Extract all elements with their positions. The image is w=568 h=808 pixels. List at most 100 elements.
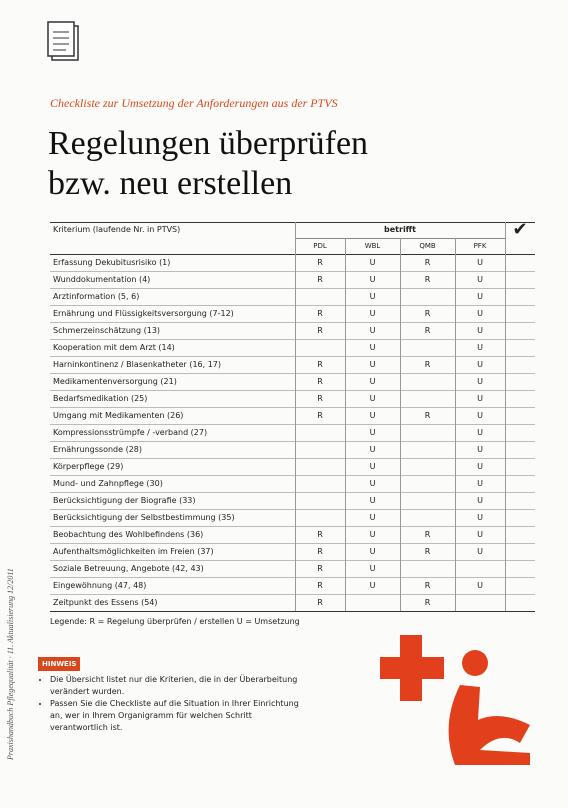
role-entry: R <box>317 275 323 284</box>
check-header: ✔ <box>512 219 528 240</box>
row-line <box>50 271 535 272</box>
row-line <box>50 509 535 510</box>
role-entry: U <box>369 411 376 420</box>
criterion: Zeitpunkt des Essens (54) <box>53 598 158 607</box>
role-entry: U <box>369 496 376 505</box>
role-entry: U <box>477 428 483 437</box>
row-line <box>50 424 535 425</box>
column-line <box>505 222 506 611</box>
header-cell: betrifft <box>384 225 416 234</box>
role-entry: U <box>369 479 376 488</box>
row-line <box>50 526 535 527</box>
role-entry: U <box>477 343 483 352</box>
role-entry: U <box>369 326 376 335</box>
note-item: Passen Sie die Checkliste auf die Situat… <box>50 698 308 734</box>
row-line <box>50 407 535 408</box>
role-entry: U <box>477 326 483 335</box>
role-entry: U <box>477 479 483 488</box>
note-label: HINWEIS <box>38 657 81 671</box>
criterion: Berücksichtigung der Selbstbestimmung (3… <box>53 513 235 522</box>
criterion: Ernährung und Flüssigkeitsversorgung (7-… <box>53 309 234 318</box>
column-line <box>295 222 296 611</box>
criterion: Eingewöhnung (47, 48) <box>53 581 147 590</box>
row-line <box>50 475 535 476</box>
criterion: Erfassung Dekubitusrisiko (1) <box>53 258 171 267</box>
role-entry: U <box>477 513 483 522</box>
row-line <box>50 322 535 323</box>
role-entry: R <box>424 411 431 420</box>
row-line <box>50 356 535 357</box>
role-entry: U <box>369 513 376 522</box>
role-entry: U <box>369 292 376 301</box>
criterion: Kooperation mit dem Arzt (14) <box>53 343 175 352</box>
role-entry: R <box>424 530 431 539</box>
red-cross-figure <box>380 635 530 765</box>
role-entry: R <box>317 394 323 403</box>
criterion: Medikamentenversorgung (21) <box>53 377 177 386</box>
role-entry: U <box>477 462 483 471</box>
role-entry: U <box>369 581 376 590</box>
role-header: PFK <box>473 242 487 250</box>
role-entry: U <box>369 445 376 454</box>
column-line <box>455 238 456 611</box>
role-entry: U <box>369 394 376 403</box>
criterion: Aufenthaltsmöglichkeiten im Freien (37) <box>53 547 214 556</box>
row-line <box>50 288 535 289</box>
table-border <box>50 222 535 223</box>
row-line <box>50 339 535 340</box>
role-entry: R <box>317 309 323 318</box>
criterion: Bedarfsmedikation (25) <box>53 394 148 403</box>
legend: Legende: R = Regelung überprüfen / erste… <box>50 617 300 626</box>
title: bzw. neu erstellen <box>48 165 293 202</box>
note-item: Die Übersicht listet nur die Kriterien, … <box>50 674 308 698</box>
row-line <box>50 543 535 544</box>
criterion: Wunddokumentation (4) <box>53 275 151 284</box>
column-line <box>400 238 401 611</box>
role-entry: R <box>424 309 431 318</box>
role-entry: U <box>369 360 376 369</box>
role-entry: U <box>477 581 483 590</box>
row-line <box>50 305 535 306</box>
document-icon <box>47 21 79 61</box>
role-entry: R <box>424 326 431 335</box>
criterion: Berücksichtigung der Biografie (33) <box>53 496 196 505</box>
role-entry: R <box>317 547 323 556</box>
criterion: Beobachtung des Wohlbefindens (36) <box>53 530 204 539</box>
role-entry: U <box>369 462 376 471</box>
row-line <box>50 577 535 578</box>
role-entry: U <box>477 309 483 318</box>
criterion: Kompressionsstrümpfe / -verband (27) <box>53 428 208 437</box>
role-entry: U <box>369 564 376 573</box>
role-entry: U <box>477 394 483 403</box>
role-entry: U <box>477 411 483 420</box>
criterion: Harninkontinenz / Blasenkatheter (16, 17… <box>53 360 222 369</box>
row-line <box>50 458 535 459</box>
row-line <box>50 373 535 374</box>
table-border <box>50 254 535 255</box>
role-entry: U <box>477 292 483 301</box>
role-entry: U <box>369 258 376 267</box>
role-entry: U <box>369 530 376 539</box>
role-entry: R <box>317 581 323 590</box>
side-text: Praxishandbuch Pflegequalität · 11. Aktu… <box>6 568 15 760</box>
role-entry: U <box>369 309 376 318</box>
role-entry: U <box>369 275 376 284</box>
role-entry: U <box>369 428 376 437</box>
role-entry: U <box>477 377 483 386</box>
role-entry: U <box>369 377 376 386</box>
row-line <box>50 492 535 493</box>
role-entry: R <box>424 581 431 590</box>
role-entry: U <box>477 258 483 267</box>
criterion: Arztinformation (5, 6) <box>53 292 140 301</box>
criterion: Schmerzeinschätzung (13) <box>53 326 161 335</box>
role-header: WBL <box>364 242 381 250</box>
role-entry: R <box>317 326 323 335</box>
criterion: Umgang mit Medikamenten (26) <box>53 411 184 420</box>
role-entry: R <box>317 530 323 539</box>
role-entry: U <box>477 360 483 369</box>
subtitle: Checkliste zur Umsetzung der Anforderung… <box>50 96 338 110</box>
row-line <box>50 594 535 595</box>
title: Regelungen überprüfen <box>48 125 369 162</box>
role-entry: U <box>477 547 483 556</box>
